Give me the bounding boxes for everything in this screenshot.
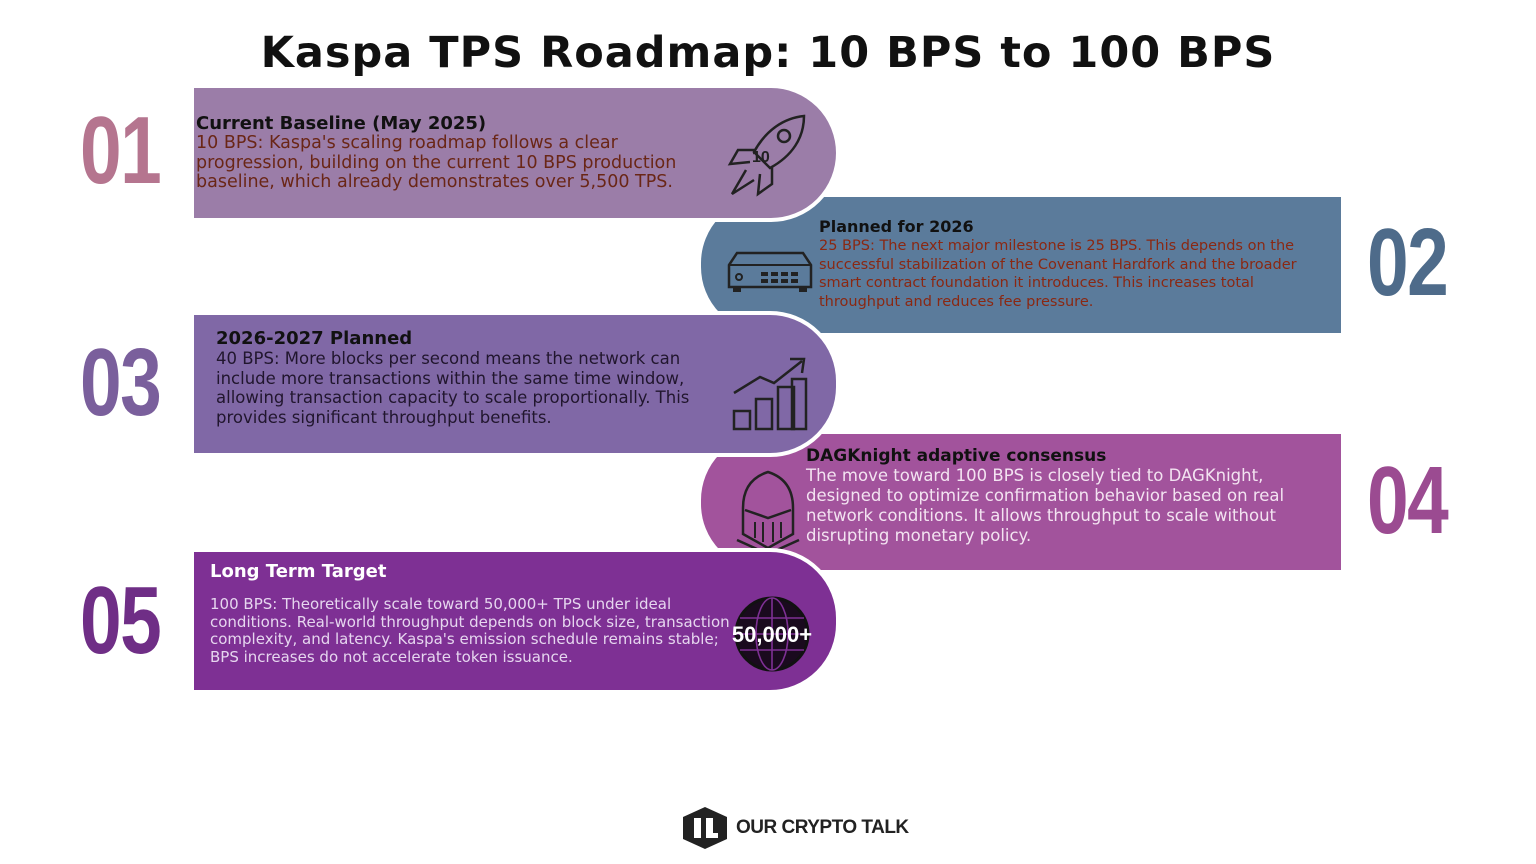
server-icon <box>727 251 813 292</box>
growth-chart-icon <box>732 357 808 431</box>
step-01-band: Current Baseline (May 2025) 10 BPS: Kasp… <box>190 84 840 222</box>
step-05-number: 05 <box>80 567 162 674</box>
page-title: Kaspa TPS Roadmap: 10 BPS to 100 BPS <box>260 28 1276 78</box>
brand-mark-icon <box>683 807 727 849</box>
rocket-label: 10 <box>752 149 770 166</box>
globe-label: 50,000+ <box>732 622 812 647</box>
globe-icon: 50,000+ <box>732 596 812 672</box>
step-01-heading: Current Baseline (May 2025) <box>196 113 487 134</box>
rocket-icon: 10 <box>727 114 806 197</box>
step-04-heading: DAGKnight adaptive consensus <box>806 446 1107 466</box>
step-03-number: 03 <box>80 329 162 436</box>
step-04-band: DAGKnight adaptive consensus The move to… <box>697 430 1345 574</box>
step-03-description: 40 BPS: More blocks per second means the… <box>216 349 690 427</box>
step-05-heading: Long Term Target <box>210 561 387 582</box>
step-01-description: 10 BPS: Kaspa's scaling roadmap follows … <box>196 133 677 192</box>
step-02-heading: Planned for 2026 <box>819 217 974 236</box>
step-03-heading: 2026-2027 Planned <box>216 328 413 349</box>
step-02-description: 25 BPS: The next major milestone is 25 B… <box>819 238 1297 310</box>
step-02-number: 02 <box>1367 209 1449 316</box>
brand-name: OUR CRYPTO TALK <box>736 817 909 838</box>
step-03-band: 2026-2027 Planned 40 BPS: More blocks pe… <box>190 311 840 457</box>
knight-helmet-icon <box>736 470 800 554</box>
step-05-description: 100 BPS: Theoretically scale toward 50,0… <box>210 595 730 666</box>
step-02-band: Planned for 2026 25 BPS: The next major … <box>697 193 1345 337</box>
step-04-number: 04 <box>1367 447 1449 554</box>
step-04-description: The move toward 100 BPS is closely tied … <box>806 466 1285 545</box>
step-01-number: 01 <box>80 97 162 204</box>
step-05-band: Long Term Target 100 BPS: Theoretically … <box>190 548 840 694</box>
brand-logo: OUR CRYPTO TALK <box>680 806 909 850</box>
